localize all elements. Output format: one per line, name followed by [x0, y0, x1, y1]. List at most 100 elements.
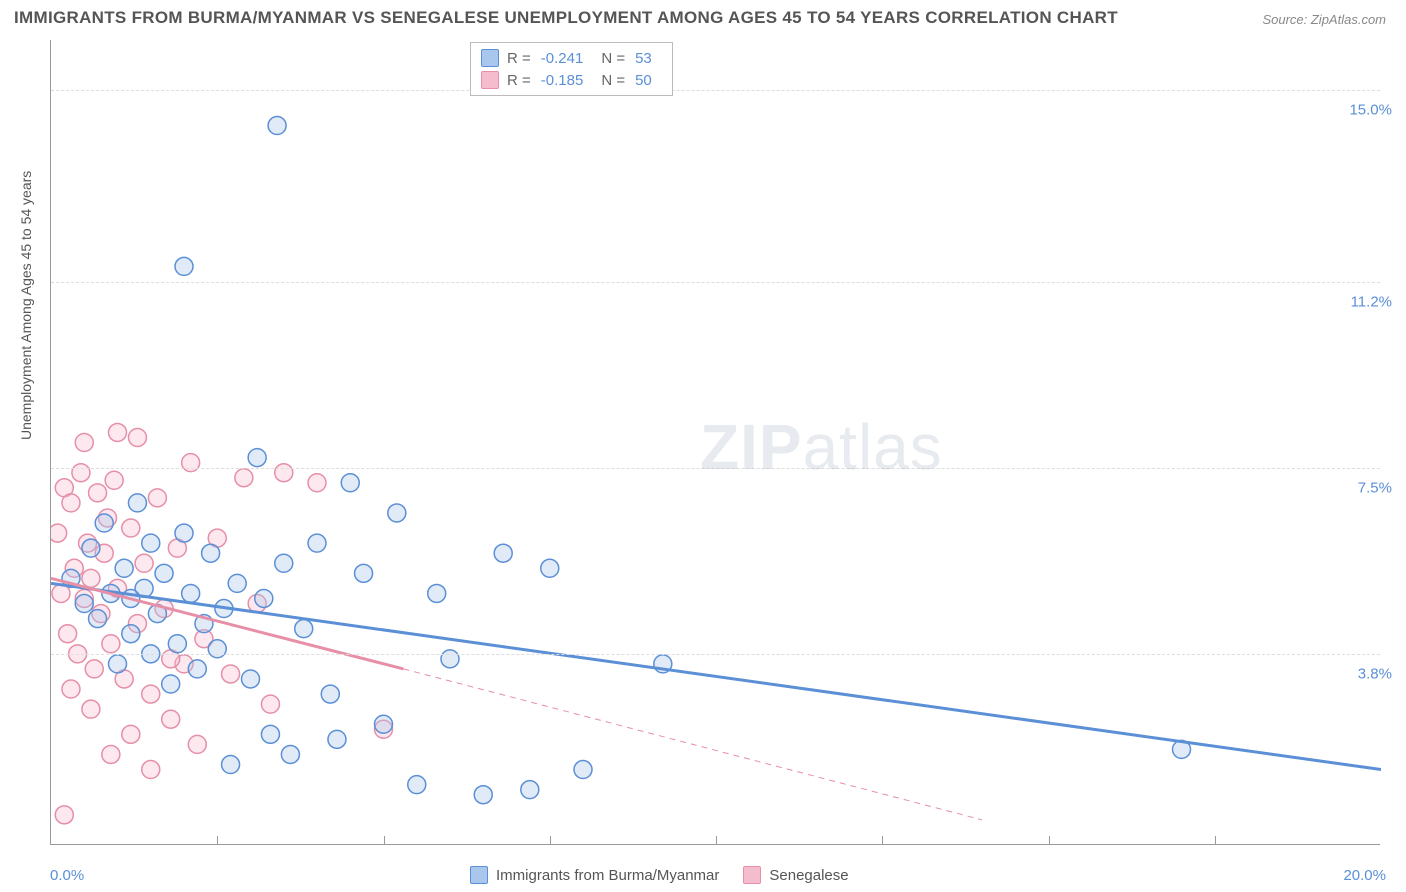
source-label: Source: ZipAtlas.com [1262, 12, 1386, 27]
n-label: N = [601, 50, 625, 67]
y-tick-label: 7.5% [1358, 479, 1392, 496]
data-point [82, 569, 100, 587]
y-tick-label: 3.8% [1358, 665, 1392, 682]
data-point [122, 725, 140, 743]
data-point [375, 715, 393, 733]
x-min-label: 0.0% [50, 867, 84, 884]
data-point [341, 474, 359, 492]
legend-series-item: Senegalese [743, 866, 848, 884]
legend-series: Immigrants from Burma/Myanmar Senegalese [470, 866, 849, 884]
y-axis-label: Unemployment Among Ages 45 to 54 years [18, 171, 34, 440]
data-point [281, 745, 299, 763]
y-tick-label: 11.2% [1351, 293, 1392, 310]
x-tick-mark [217, 836, 218, 844]
chart-title: IMMIGRANTS FROM BURMA/MYANMAR VS SENEGAL… [14, 8, 1118, 28]
data-point [355, 564, 373, 582]
legend-swatch [743, 866, 761, 884]
gridline [51, 90, 1380, 91]
y-tick-label: 15.0% [1349, 102, 1392, 119]
data-point [128, 494, 146, 512]
data-point [105, 471, 123, 489]
data-point [89, 484, 107, 502]
data-point [148, 489, 166, 507]
data-point [162, 710, 180, 728]
data-point [75, 434, 93, 452]
data-point [55, 806, 73, 824]
r-value: -0.241 [541, 50, 584, 67]
data-point [235, 469, 253, 487]
x-tick-mark [716, 836, 717, 844]
data-point [408, 776, 426, 794]
data-point [441, 650, 459, 668]
data-point [321, 685, 339, 703]
data-point [388, 504, 406, 522]
x-tick-mark [1215, 836, 1216, 844]
data-point [268, 117, 286, 135]
data-point [89, 610, 107, 628]
data-point [248, 449, 266, 467]
data-point [59, 625, 77, 643]
data-point [142, 685, 160, 703]
data-point [308, 534, 326, 552]
data-point [85, 660, 103, 678]
data-point [82, 539, 100, 557]
x-max-label: 20.0% [1343, 867, 1386, 884]
data-point [102, 745, 120, 763]
data-point [51, 524, 67, 542]
data-point [95, 514, 113, 532]
data-point [62, 494, 80, 512]
data-point [122, 519, 140, 537]
data-point [222, 665, 240, 683]
data-point [168, 635, 186, 653]
data-point [115, 559, 133, 577]
data-point [275, 554, 293, 572]
legend-swatch [481, 49, 499, 67]
data-point [308, 474, 326, 492]
data-point [102, 635, 120, 653]
data-point [261, 725, 279, 743]
n-label: N = [601, 72, 625, 89]
data-point [182, 584, 200, 602]
data-point [474, 786, 492, 804]
data-point [109, 423, 127, 441]
legend-stats: R =-0.241N =53R =-0.185N =50 [470, 42, 673, 96]
data-point [541, 559, 559, 577]
data-point [175, 257, 193, 275]
data-point [135, 554, 153, 572]
r-label: R = [507, 72, 531, 89]
legend-swatch [470, 866, 488, 884]
data-point [188, 660, 206, 678]
legend-series-label: Senegalese [769, 867, 848, 884]
x-tick-mark [550, 836, 551, 844]
r-value: -0.185 [541, 72, 584, 89]
data-point [175, 524, 193, 542]
data-point [162, 675, 180, 693]
data-point [275, 464, 293, 482]
data-point [295, 620, 313, 638]
data-point [122, 625, 140, 643]
scatter-svg [51, 40, 1381, 845]
gridline [51, 468, 1380, 469]
data-point [62, 680, 80, 698]
r-label: R = [507, 50, 531, 67]
data-point [222, 756, 240, 774]
gridline [51, 654, 1380, 655]
legend-series-item: Immigrants from Burma/Myanmar [470, 866, 719, 884]
x-tick-mark [1049, 836, 1050, 844]
plot-area [50, 40, 1380, 845]
data-point [188, 735, 206, 753]
data-point [242, 670, 260, 688]
data-point [128, 428, 146, 446]
legend-stat-row: R =-0.241N =53 [481, 47, 662, 69]
n-value: 50 [635, 72, 652, 89]
data-point [72, 464, 90, 482]
data-point [202, 544, 220, 562]
data-point [109, 655, 127, 673]
data-point [328, 730, 346, 748]
data-point [228, 574, 246, 592]
data-point [574, 761, 592, 779]
data-point [255, 589, 273, 607]
data-point [142, 534, 160, 552]
x-tick-mark [384, 836, 385, 844]
data-point [208, 640, 226, 658]
